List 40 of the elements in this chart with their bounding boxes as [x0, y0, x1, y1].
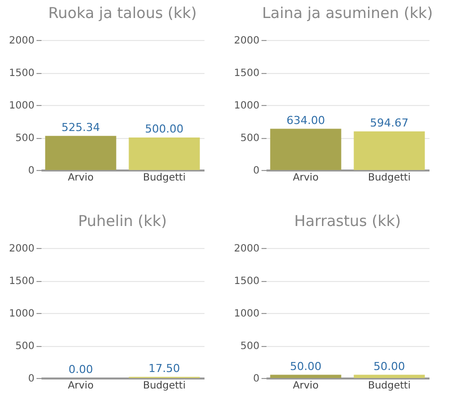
- x-tick-label: Budgetti: [368, 172, 411, 184]
- data-label: 634.00: [286, 114, 325, 127]
- y-tick-label: 2000: [9, 244, 34, 254]
- x-tick-label: Arvio: [68, 380, 94, 392]
- y-tick-label: 1000: [234, 100, 260, 112]
- y-tick-label: 1500: [234, 68, 260, 79]
- y-tick-label: 2000: [9, 36, 34, 46]
- x-tick-label: Budgetti: [368, 380, 411, 392]
- x-tick-label: Budgetti: [142, 172, 186, 184]
- data-label: 17.50: [148, 362, 180, 375]
- data-label: 500.00: [145, 122, 184, 136]
- x-tick-label: Arvio: [292, 380, 319, 392]
- x-tick-label: Arvio: [292, 172, 319, 184]
- y-tick-label: 0: [253, 166, 260, 176]
- data-label: 0.00: [68, 363, 93, 376]
- x-tick-label: Arvio: [68, 172, 94, 184]
- chart-title: Harrastus (kk): [294, 212, 401, 230]
- y-tick-label: 2000: [234, 36, 260, 46]
- y-tick-label: 1500: [9, 276, 34, 287]
- y-tick-label: 1000: [9, 100, 34, 112]
- chart-title: Ruoka ja talous (kk): [48, 4, 197, 22]
- data-label: 594.67: [370, 116, 409, 130]
- data-label: 525.34: [61, 120, 100, 134]
- chart-title: Puhelin (kk): [78, 212, 167, 230]
- data-label: 50.00: [290, 360, 322, 373]
- data-label: 50.00: [374, 360, 406, 373]
- y-tick-label: 0: [253, 374, 260, 384]
- y-tick-label: 500: [240, 133, 260, 144]
- y-tick-label: 0: [28, 374, 34, 384]
- y-tick-label: 1000: [234, 308, 260, 320]
- y-tick-label: 500: [15, 133, 34, 144]
- x-tick-label: Budgetti: [142, 380, 186, 392]
- y-tick-label: 500: [240, 341, 260, 352]
- y-tick-label: 2000: [234, 244, 260, 254]
- chart-title: Laina ja asuminen (kk): [262, 4, 433, 22]
- y-tick-label: 0: [28, 166, 34, 176]
- y-tick-label: 500: [15, 341, 34, 352]
- y-tick-label: 1000: [9, 308, 34, 320]
- y-tick-label: 1500: [9, 68, 34, 79]
- y-tick-label: 1500: [234, 276, 260, 287]
